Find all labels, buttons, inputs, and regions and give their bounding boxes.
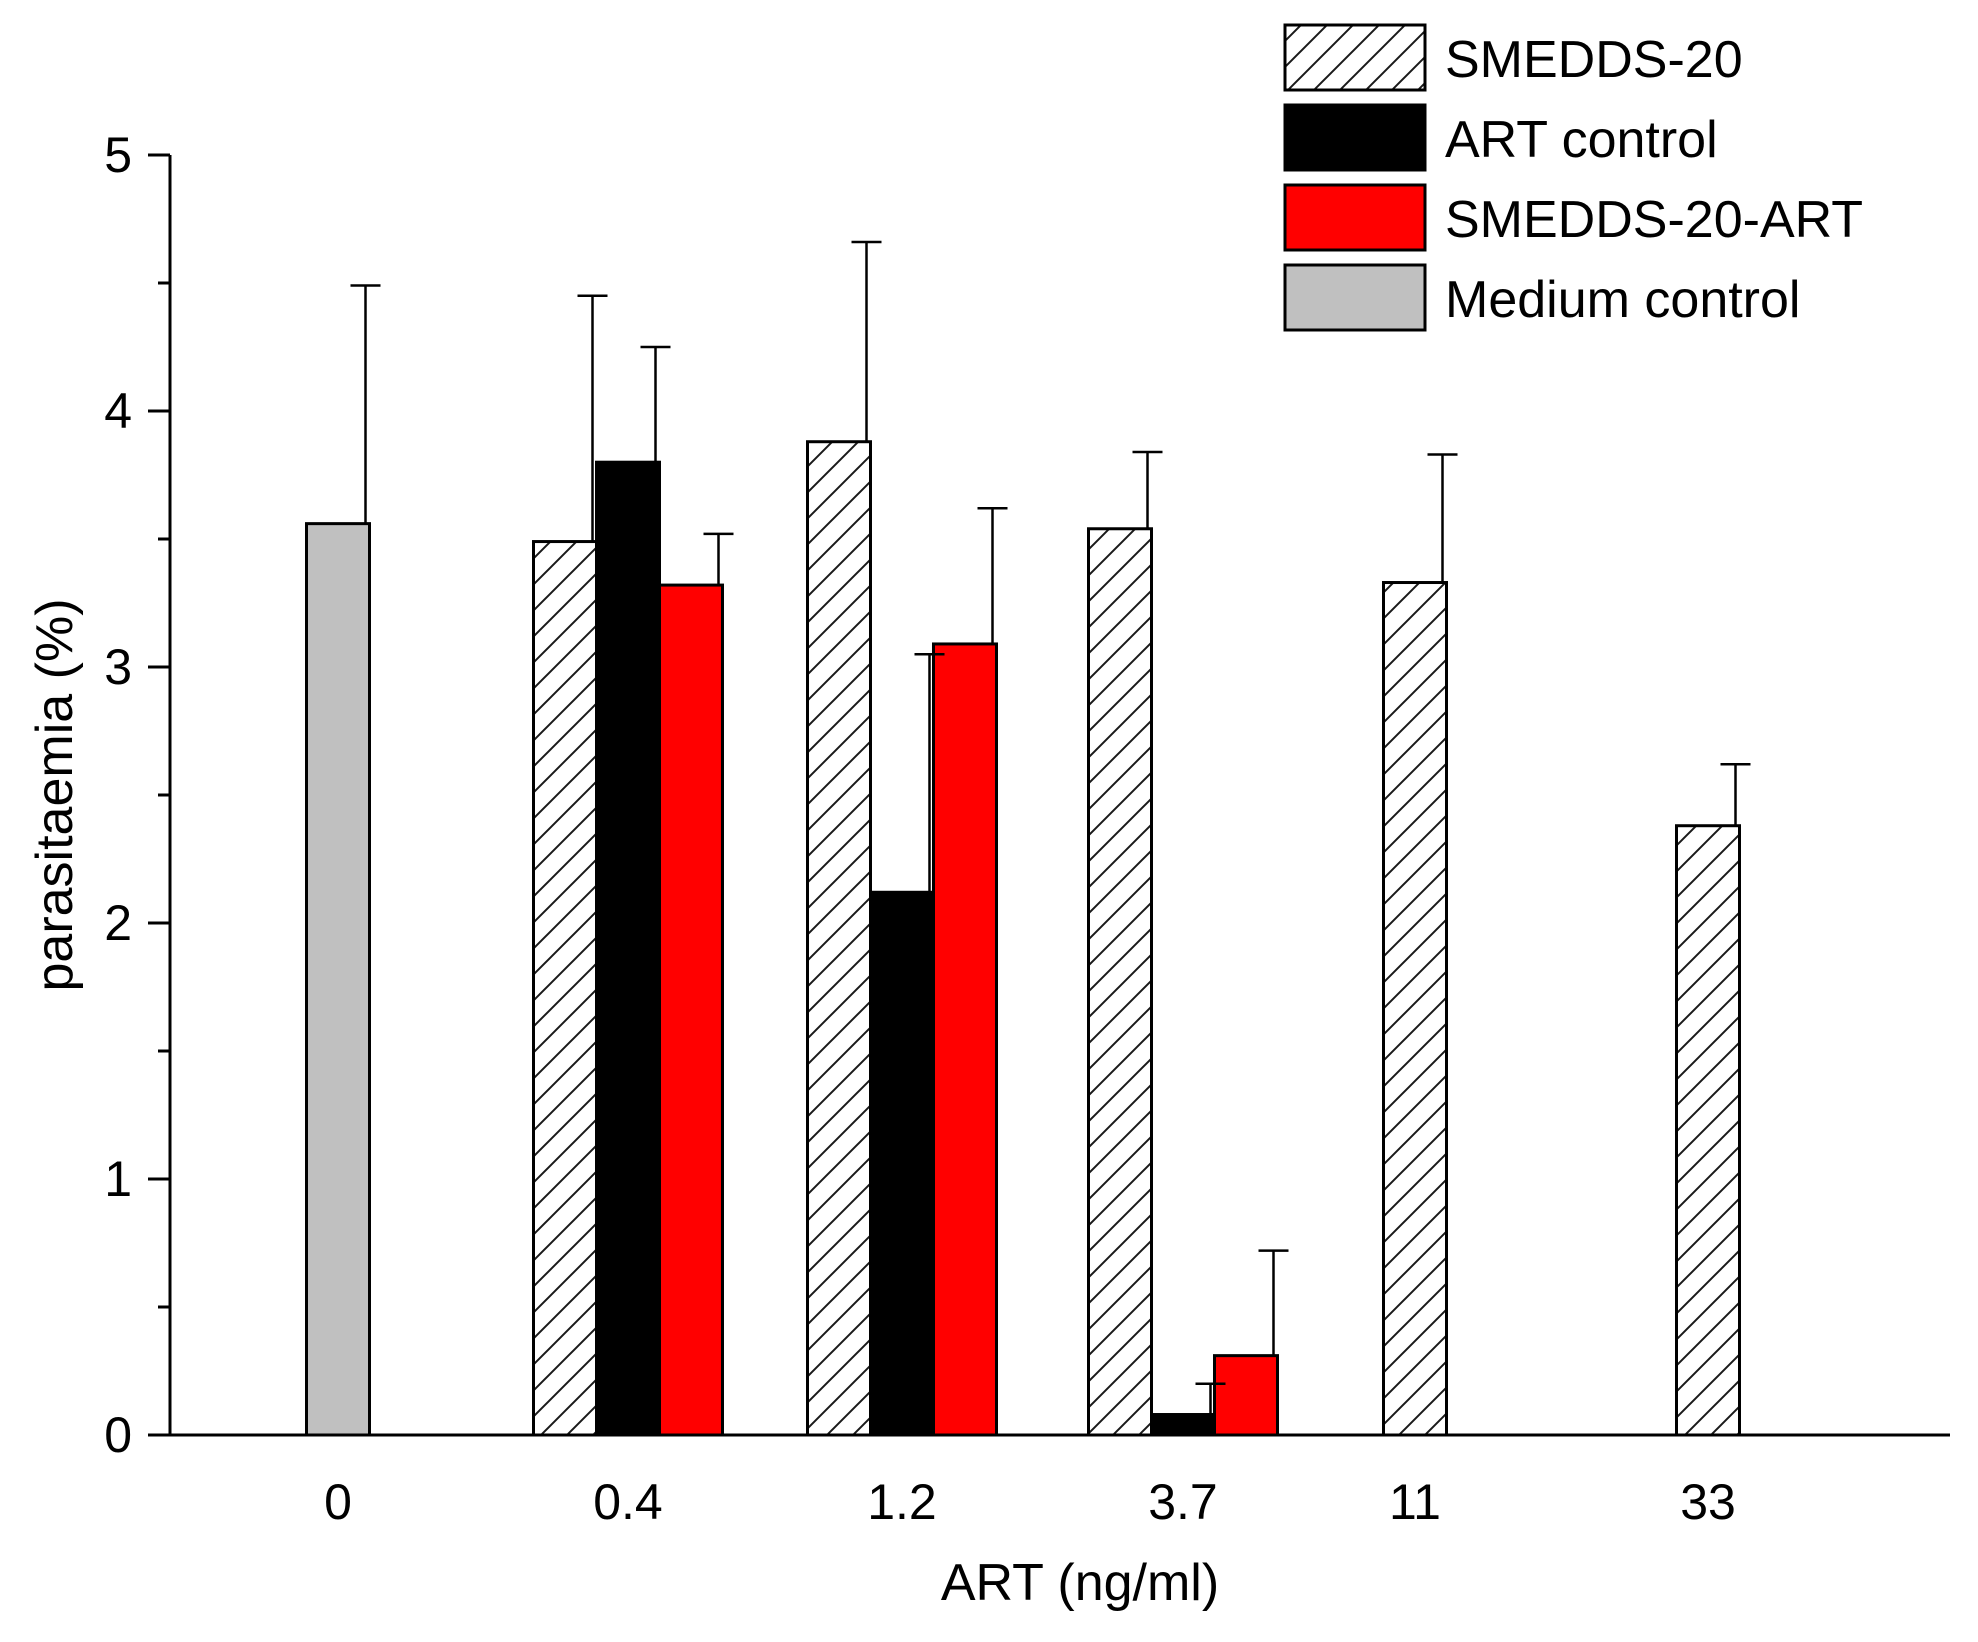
tick-labels: 0 1 2 3 4 5 0 0.4 1.2 3.7 11 33 [104, 127, 1736, 1530]
bar-smedds [532, 540, 598, 1437]
legend-label-medium: Medium control [1445, 271, 1800, 329]
x-tick-label: 1.2 [867, 1474, 937, 1530]
bar-art [869, 890, 935, 1437]
y-tick-label: 3 [104, 639, 132, 695]
bar-medium [305, 522, 371, 1437]
bar-smedds [1675, 824, 1741, 1437]
bar-art [1150, 1413, 1216, 1437]
x-tick-label: 11 [1389, 1474, 1441, 1530]
axes [148, 153, 1950, 1437]
bar-smedds [806, 440, 872, 1437]
x-tick-label: 3.7 [1148, 1474, 1218, 1530]
y-tick-label: 0 [104, 1407, 132, 1463]
x-tick-label: 0.4 [593, 1474, 663, 1530]
legend: SMEDDS-20 ART control SMEDDS-20-ART Medium … [1283, 23, 1863, 332]
error-bars [350, 240, 1751, 1415]
x-tick-label: 0 [324, 1474, 352, 1530]
legend-swatch-smedds [1283, 23, 1427, 92]
bar-smeddsart [1213, 1354, 1279, 1437]
legend-label-art: ART control [1445, 111, 1718, 169]
x-axis-title: ART (ng/ml) [941, 1554, 1219, 1612]
y-tick-label: 4 [104, 383, 132, 439]
y-axis-title: parasitaemia (%) [26, 598, 84, 991]
bar-smeddsart [932, 642, 998, 1437]
legend-swatch-smeddsart [1283, 183, 1427, 252]
bars [305, 440, 1741, 1437]
y-tick-label: 2 [104, 895, 132, 951]
bar-art [595, 460, 661, 1437]
bar-smeddsart [658, 583, 724, 1437]
legend-swatch-art [1283, 103, 1427, 172]
bar-smedds [1382, 581, 1448, 1437]
y-tick-label: 1 [104, 1151, 132, 1207]
legend-label-smedds: SMEDDS-20 [1445, 31, 1743, 89]
legend-label-smeddsart: SMEDDS-20-ART [1445, 191, 1863, 249]
x-tick-label: 33 [1680, 1474, 1736, 1530]
y-tick-label: 5 [104, 127, 132, 183]
legend-swatch-medium [1283, 263, 1427, 332]
bar-smedds [1087, 527, 1153, 1437]
